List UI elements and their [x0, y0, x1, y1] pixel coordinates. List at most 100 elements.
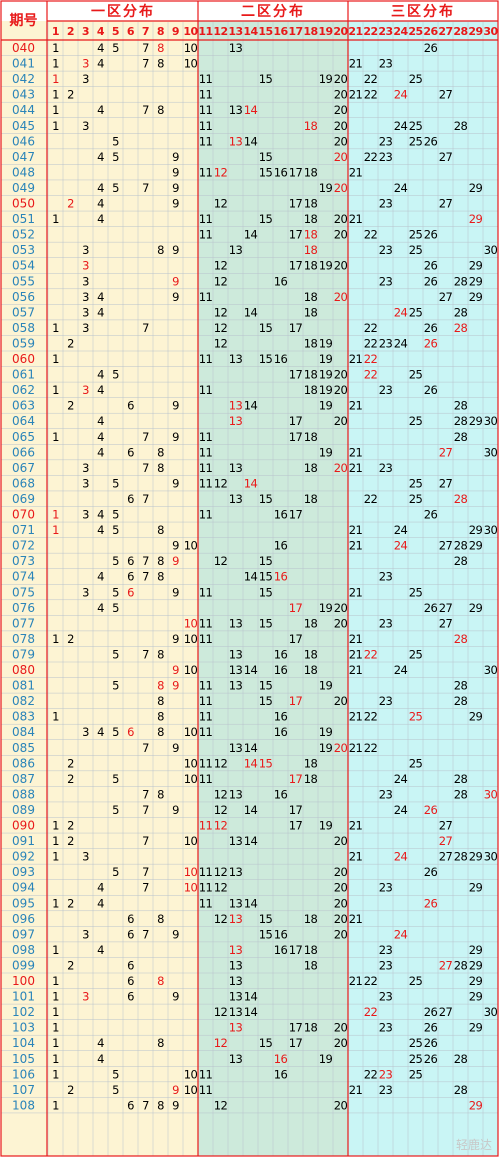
drawn-number: 25	[409, 72, 423, 86]
drawn-number: 4	[97, 1052, 104, 1066]
drawn-number: 4	[97, 41, 104, 55]
drawn-number: 29	[469, 259, 483, 273]
drawn-number: 7	[142, 834, 149, 848]
drawn-number: 26	[424, 383, 438, 397]
issue-number: 105	[12, 1052, 35, 1066]
issue-number: 097	[12, 927, 35, 941]
drawn-number: 14	[244, 476, 258, 490]
drawn-number: 20	[334, 228, 348, 242]
drawn-number: 7	[142, 321, 149, 335]
issue-number: 053	[12, 243, 35, 257]
drawn-number: 20	[334, 290, 348, 304]
drawn-number: 21	[349, 523, 363, 537]
drawn-number: 17	[289, 228, 303, 242]
drawn-number: 20	[334, 616, 348, 630]
drawn-number: 23	[379, 990, 393, 1004]
drawn-number: 10	[184, 616, 198, 630]
drawn-number: 13	[229, 103, 243, 117]
drawn-number: 4	[97, 383, 104, 397]
drawn-number: 9	[172, 539, 179, 553]
drawn-number: 28	[454, 554, 468, 568]
column-number-header: 14	[243, 25, 258, 38]
drawn-number: 15	[259, 679, 273, 693]
drawn-number: 20	[334, 694, 348, 708]
drawn-number: 12	[214, 1098, 228, 1112]
drawn-number: 20	[334, 259, 348, 273]
drawn-number: 1	[52, 896, 59, 910]
drawn-number: 16	[274, 787, 288, 801]
drawn-number: 23	[379, 336, 393, 350]
drawn-number: 3	[82, 119, 89, 133]
drawn-number: 9	[172, 165, 179, 179]
drawn-number: 18	[304, 461, 318, 475]
drawn-number: 19	[319, 352, 333, 366]
drawn-number: 4	[97, 212, 104, 226]
drawn-number: 8	[157, 41, 164, 55]
drawn-number: 21	[349, 585, 363, 599]
issue-number: 043	[12, 88, 35, 102]
drawn-number: 27	[439, 819, 453, 833]
drawn-number: 28	[454, 1083, 468, 1097]
drawn-number: 20	[334, 1036, 348, 1050]
issue-number: 103	[12, 1021, 35, 1035]
drawn-number: 18	[304, 228, 318, 242]
drawn-number: 6	[127, 554, 134, 568]
drawn-number: 22	[364, 741, 378, 755]
issue-number: 070	[12, 508, 35, 522]
issue-number: 068	[12, 476, 35, 490]
drawn-number: 1	[52, 321, 59, 335]
drawn-number: 3	[82, 725, 89, 739]
drawn-number: 11	[199, 165, 213, 179]
drawn-number: 18	[304, 647, 318, 661]
drawn-number: 25	[409, 647, 423, 661]
drawn-number: 15	[259, 912, 273, 926]
column-number-header: 1	[52, 25, 59, 38]
issue-number: 047	[12, 150, 35, 164]
column-number-header: 27	[438, 25, 452, 38]
drawn-number: 15	[259, 150, 273, 164]
drawn-number: 14	[244, 570, 258, 584]
drawn-number: 28	[454, 492, 468, 506]
issue-number: 107	[12, 1083, 35, 1097]
drawn-number: 1	[52, 1036, 59, 1050]
drawn-number: 29	[469, 290, 483, 304]
drawn-number: 9	[172, 181, 179, 195]
drawn-number: 23	[379, 383, 393, 397]
issue-number: 063	[12, 399, 35, 413]
drawn-number: 27	[439, 1005, 453, 1019]
drawn-number: 13	[229, 663, 243, 677]
drawn-number: 26	[424, 259, 438, 273]
issue-number: 074	[12, 570, 35, 584]
drawn-number: 30	[484, 787, 498, 801]
drawn-number: 17	[289, 1021, 303, 1035]
drawn-number: 14	[244, 896, 258, 910]
issue-number: 064	[12, 414, 35, 428]
drawn-number: 10	[184, 41, 198, 55]
issue-number: 062	[12, 383, 35, 397]
drawn-number: 11	[199, 228, 213, 242]
drawn-number: 20	[334, 461, 348, 475]
drawn-number: 24	[394, 663, 408, 677]
drawn-number: 28	[454, 694, 468, 708]
drawn-number: 5	[112, 1067, 119, 1081]
drawn-number: 5	[112, 523, 119, 537]
issue-number: 056	[12, 290, 35, 304]
issue-number: 052	[12, 228, 35, 242]
drawn-number: 17	[289, 259, 303, 273]
drawn-number: 9	[172, 679, 179, 693]
drawn-number: 24	[394, 803, 408, 817]
drawn-number: 8	[157, 1036, 164, 1050]
drawn-number: 14	[244, 228, 258, 242]
drawn-number: 17	[289, 197, 303, 211]
drawn-number: 12	[214, 336, 228, 350]
drawn-number: 10	[184, 1083, 198, 1097]
drawn-number: 27	[439, 476, 453, 490]
issue-number: 072	[12, 539, 35, 553]
issue-number: 071	[12, 523, 35, 537]
zone2-title: 二区分布	[241, 3, 305, 20]
drawn-number: 15	[259, 570, 273, 584]
drawn-number: 6	[127, 585, 134, 599]
drawn-number: 17	[289, 632, 303, 646]
drawn-number: 17	[289, 772, 303, 786]
